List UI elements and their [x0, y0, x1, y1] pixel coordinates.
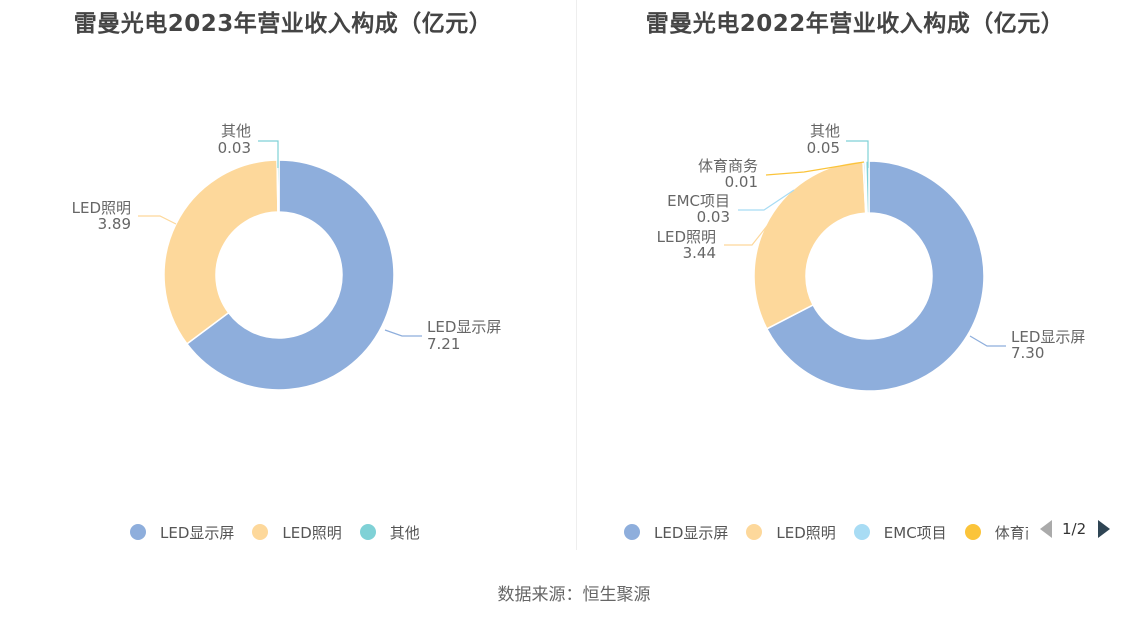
- legend-label: 体育商务: [994, 523, 1028, 542]
- legend-item-other[interactable]: 其他: [359, 522, 420, 543]
- page-indicator: 1/2: [1062, 520, 1087, 538]
- slice-label-value: 0.03: [218, 139, 251, 157]
- donut-slice[interactable]: [753, 160, 867, 330]
- slice-label-value: 7.21: [427, 335, 460, 353]
- slice-label-name: 其他: [221, 122, 251, 140]
- legend-pager: 1/2: [1040, 520, 1111, 538]
- donut-slice[interactable]: [864, 160, 870, 214]
- legend-item-led-lighting[interactable]: LED照明: [746, 522, 836, 543]
- donut-slice[interactable]: [765, 160, 985, 392]
- page-prev-icon[interactable]: [1040, 520, 1052, 538]
- donut-slice[interactable]: [185, 159, 395, 391]
- chart-panel-2022: 雷曼光电2022年营业收入构成（亿元） LED显示屏 7.30 LED照明 3.44 E…: [574, 0, 1148, 550]
- label-leader-line: [138, 215, 177, 225]
- legend-label: LED显示屏: [654, 523, 729, 542]
- donut-slice[interactable]: [163, 159, 279, 345]
- legend-item-led-lighting[interactable]: LED照明: [252, 522, 342, 543]
- legend-label: LED显示屏: [160, 523, 235, 542]
- slice-label-name: EMC项目: [667, 192, 730, 210]
- legend-dot-icon: [130, 524, 146, 540]
- slice-label-name: LED照明: [657, 228, 716, 246]
- label-leader-line: [738, 189, 795, 211]
- label-leader-line: [258, 140, 279, 168]
- data-source: 数据来源：恒生聚源: [497, 585, 651, 605]
- legend-dot-icon: [964, 524, 981, 540]
- label-leader-line: [724, 225, 768, 246]
- legend-label: LED照明: [776, 523, 836, 542]
- page-next-icon[interactable]: [1098, 520, 1111, 538]
- legend-2022: LED显示屏 LED照明 EMC项目 体育商务: [624, 520, 1028, 544]
- legend-dot-icon: [746, 524, 763, 540]
- legend-item-emc[interactable]: EMC项目: [853, 522, 947, 543]
- slice-label-value: 7.30: [1011, 344, 1044, 362]
- legend-2023: LED显示屏 LED照明 其他: [130, 520, 438, 544]
- label-leader-line: [384, 329, 422, 337]
- slice-label-name: LED显示屏: [1011, 328, 1085, 346]
- slice-label-name: LED照明: [72, 199, 131, 217]
- chart-title-2023: 雷曼光电2023年营业收入构成（亿元）: [73, 11, 493, 37]
- legend-label: LED照明: [282, 523, 342, 542]
- slice-label-value: 0.01: [725, 173, 758, 191]
- panel-divider: [576, 0, 577, 550]
- slice-label-value: 0.03: [697, 208, 730, 226]
- slice-label-name: 其他: [810, 122, 840, 140]
- chart-title-2022: 雷曼光电2022年营业收入构成（亿元）: [645, 11, 1065, 37]
- legend-label: 其他: [389, 523, 420, 542]
- label-leader-line: [846, 140, 869, 168]
- slice-label-name: LED显示屏: [427, 318, 501, 336]
- slice-label-value: 3.44: [683, 244, 716, 262]
- label-leader-line: [969, 335, 1006, 347]
- chart-panel-2023: 雷曼光电2023年营业收入构成（亿元） LED显示屏 7.21 LED照明 3.89 其…: [0, 0, 574, 550]
- legend-label: EMC项目: [883, 523, 947, 542]
- legend-item-led-display[interactable]: LED显示屏: [624, 522, 728, 543]
- slice-label-name: 体育商务: [698, 157, 758, 175]
- legend-dot-icon: [624, 524, 640, 540]
- legend-item-led-display[interactable]: LED显示屏: [130, 522, 234, 543]
- slice-label-value: 0.05: [807, 139, 840, 157]
- legend-dot-icon: [252, 524, 269, 540]
- legend-dot-icon: [359, 524, 376, 540]
- legend-item-sports[interactable]: 体育商务: [964, 522, 1028, 543]
- slice-label-value: 3.89: [98, 215, 131, 233]
- label-leader-line: [765, 161, 865, 176]
- legend-dot-icon: [853, 524, 870, 540]
